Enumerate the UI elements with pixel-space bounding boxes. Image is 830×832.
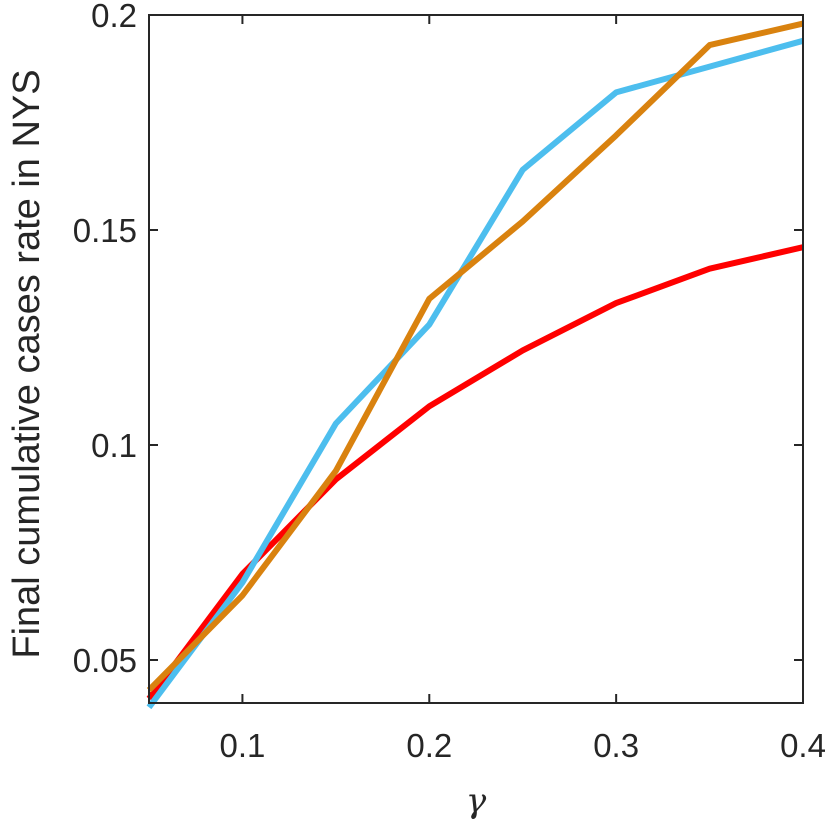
series-line-2 — [146, 37, 804, 710]
y-axis-label: Final cumulative cases rate in NYS — [6, 69, 48, 658]
series-line-3 — [146, 20, 804, 693]
x-axis-label: γ — [466, 781, 487, 821]
x-tick-label: 0.4 — [780, 727, 826, 764]
x-tick-label: 0.3 — [593, 727, 639, 764]
y-tick-label: 0.1 — [91, 427, 137, 464]
y-tick-label: 0.2 — [91, 0, 137, 34]
x-tick-label: 0.1 — [219, 727, 265, 764]
tick-layer: 0.1 0.2 0.3 0.4 0.05 0.1 0.15 0.2 — [73, 0, 826, 764]
series-layer — [146, 20, 804, 710]
series-line-1 — [146, 244, 804, 701]
y-tick-label: 0.15 — [73, 212, 137, 249]
axes-box — [148, 14, 804, 704]
y-tick-label: 0.05 — [73, 642, 137, 679]
x-tick-label: 0.2 — [406, 727, 452, 764]
